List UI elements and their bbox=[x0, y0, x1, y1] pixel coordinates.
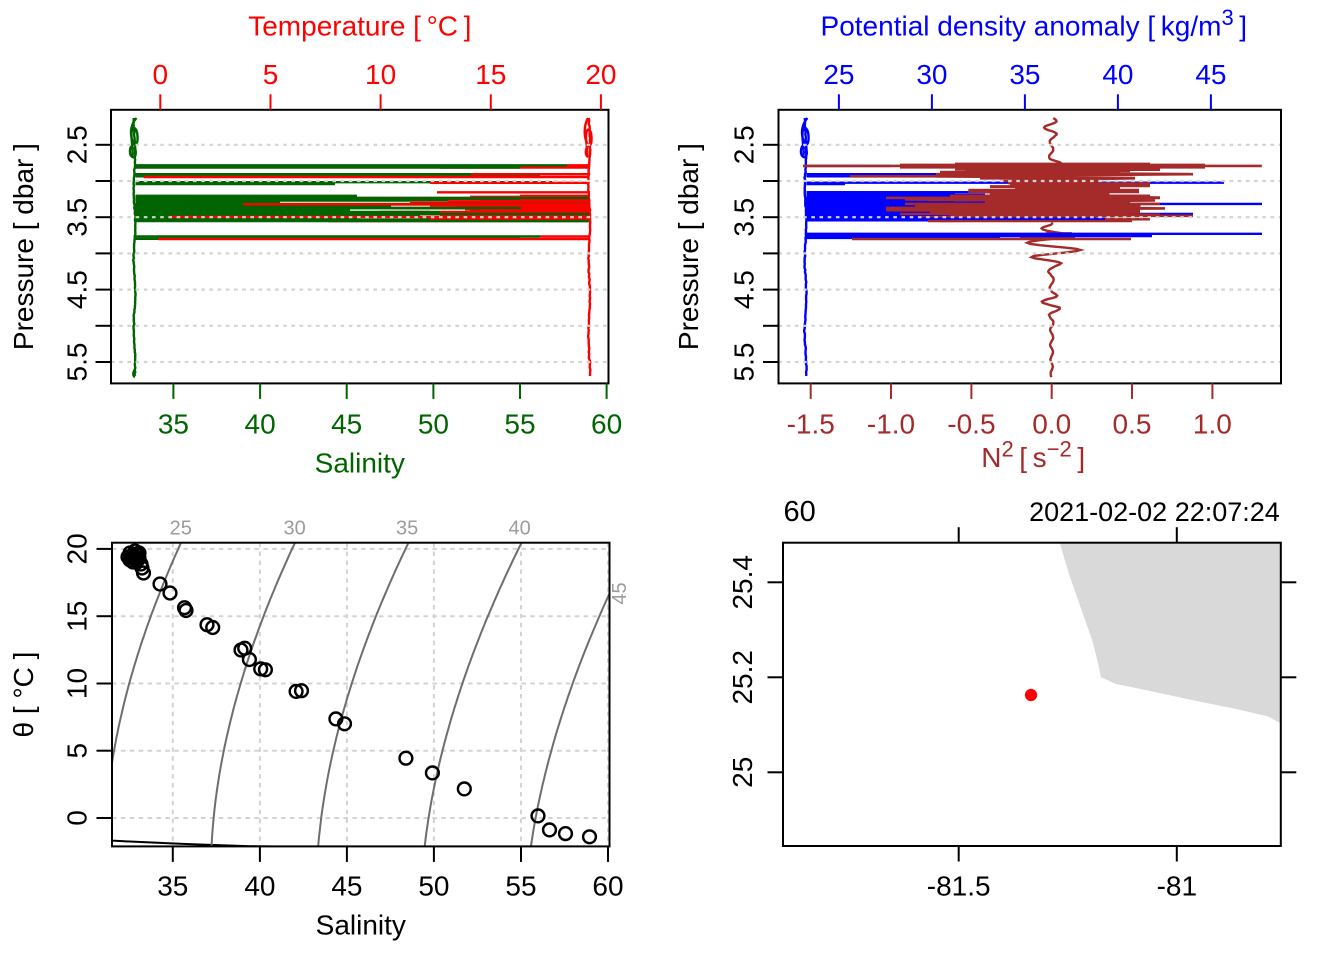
svg-text:35: 35 bbox=[1009, 59, 1040, 90]
svg-text:4.5: 4.5 bbox=[62, 270, 93, 309]
svg-text:0.5: 0.5 bbox=[1113, 408, 1152, 439]
svg-text:45: 45 bbox=[331, 871, 362, 902]
svg-text:Pressure [ dbar ]: Pressure [ dbar ] bbox=[673, 143, 704, 350]
svg-text:50: 50 bbox=[418, 871, 449, 902]
svg-text:10: 10 bbox=[62, 668, 93, 699]
svg-text:40: 40 bbox=[245, 408, 276, 439]
svg-text:5.5: 5.5 bbox=[62, 343, 93, 382]
svg-text:10: 10 bbox=[365, 59, 396, 90]
svg-text:0: 0 bbox=[153, 59, 169, 90]
svg-text:30: 30 bbox=[916, 59, 947, 90]
svg-text:35: 35 bbox=[158, 408, 189, 439]
svg-text:35: 35 bbox=[157, 871, 188, 902]
svg-text:Pressure [ dbar ]: Pressure [ dbar ] bbox=[8, 143, 39, 350]
svg-text:15: 15 bbox=[475, 59, 506, 90]
svg-text:15: 15 bbox=[62, 601, 93, 632]
svg-text:3.5: 3.5 bbox=[62, 198, 93, 237]
svg-text:Salinity: Salinity bbox=[315, 448, 405, 479]
svg-text:2.5: 2.5 bbox=[62, 125, 93, 164]
svg-text:0: 0 bbox=[62, 810, 93, 826]
svg-text:-1.5: -1.5 bbox=[787, 408, 835, 439]
svg-text:Potential density anomaly [ kg: Potential density anomaly [ kg/m3 ] bbox=[821, 5, 1248, 42]
svg-text:0.0: 0.0 bbox=[1032, 408, 1071, 439]
svg-text:Salinity: Salinity bbox=[316, 910, 406, 941]
svg-text:-1.0: -1.0 bbox=[867, 408, 915, 439]
svg-text:-81: -81 bbox=[1157, 871, 1197, 902]
svg-text:60: 60 bbox=[784, 496, 816, 528]
svg-text:20: 20 bbox=[62, 533, 93, 564]
svg-text:45: 45 bbox=[1195, 59, 1226, 90]
svg-text:50: 50 bbox=[418, 408, 449, 439]
svg-text:5: 5 bbox=[263, 59, 279, 90]
svg-text:20: 20 bbox=[585, 59, 616, 90]
svg-text:40: 40 bbox=[508, 518, 530, 540]
svg-text:2021-02-02 22:07:24: 2021-02-02 22:07:24 bbox=[1029, 497, 1280, 527]
svg-text:25.2: 25.2 bbox=[727, 650, 758, 705]
svg-text:25: 25 bbox=[823, 59, 854, 90]
svg-text:3.5: 3.5 bbox=[729, 198, 760, 237]
svg-text:60: 60 bbox=[592, 871, 623, 902]
svg-text:5: 5 bbox=[62, 743, 93, 759]
svg-text:55: 55 bbox=[505, 871, 536, 902]
svg-text:35: 35 bbox=[396, 518, 418, 540]
svg-text:60: 60 bbox=[591, 408, 622, 439]
svg-text:40: 40 bbox=[1102, 59, 1133, 90]
svg-text:25: 25 bbox=[727, 757, 758, 788]
svg-text:40: 40 bbox=[244, 871, 275, 902]
svg-text:55: 55 bbox=[504, 408, 535, 439]
svg-text:45: 45 bbox=[331, 408, 362, 439]
svg-text:45: 45 bbox=[609, 582, 631, 604]
svg-text:1.0: 1.0 bbox=[1193, 408, 1232, 439]
svg-text:5.5: 5.5 bbox=[729, 343, 760, 382]
svg-text:25.4: 25.4 bbox=[727, 555, 758, 610]
svg-text:-0.5: -0.5 bbox=[947, 408, 995, 439]
svg-text:-81.5: -81.5 bbox=[927, 871, 991, 902]
svg-text:25: 25 bbox=[170, 518, 192, 540]
svg-text:30: 30 bbox=[283, 518, 305, 540]
svg-text:Temperature [ °C ]: Temperature [ °C ] bbox=[248, 11, 471, 42]
svg-text:θ [ °C ]: θ [ °C ] bbox=[8, 652, 39, 738]
svg-text:4.5: 4.5 bbox=[729, 270, 760, 309]
svg-text:2.5: 2.5 bbox=[729, 125, 760, 164]
